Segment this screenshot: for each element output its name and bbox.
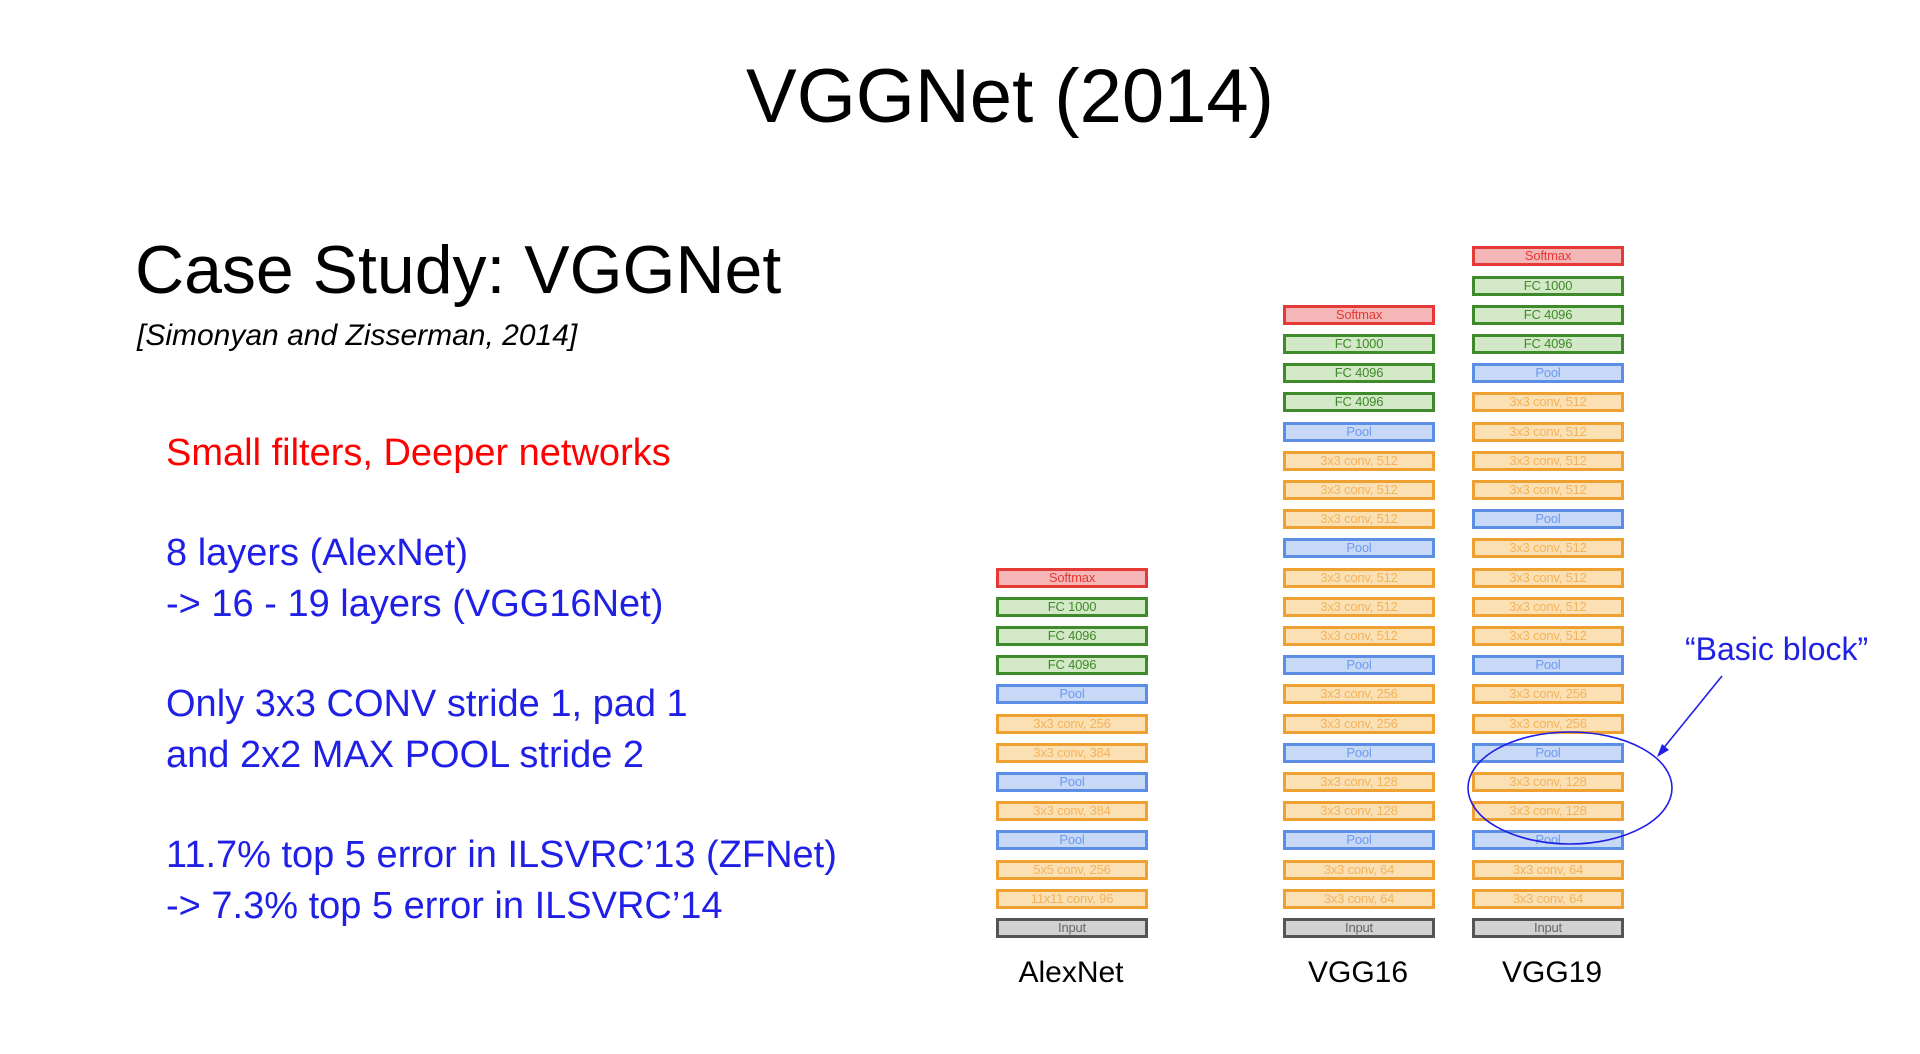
conv-layer: 3x3 conv, 512 — [1472, 480, 1624, 500]
pool-layer: Pool — [1472, 655, 1624, 676]
conv-layer: 3x3 conv, 64 — [1472, 859, 1624, 880]
pool-layer: Pool — [1283, 742, 1435, 763]
input-layer: Input — [1283, 918, 1435, 938]
conv-layer: 3x3 conv, 256 — [996, 713, 1148, 734]
fc-layer: FC 4096 — [1283, 392, 1435, 413]
fc-layer: FC 1000 — [1472, 275, 1624, 296]
pool-layer: Pool — [1283, 830, 1435, 851]
annotation-arrow-line — [1661, 675, 1723, 751]
fc-layer: FC 4096 — [996, 655, 1148, 676]
fc-layer: FC 4096 — [1283, 363, 1435, 384]
conv-layer: 3x3 conv, 256 — [1472, 713, 1624, 734]
vgg19-label: VGG19 — [1501, 956, 1603, 989]
softmax-layer: Softmax — [1472, 246, 1624, 267]
conv-layer: 11x11 conv, 96 — [996, 888, 1148, 909]
conv-layer: 3x3 conv, 512 — [1283, 596, 1435, 617]
pool-layer: Pool — [1283, 538, 1435, 559]
conv-layer: 3x3 conv, 128 — [1472, 772, 1624, 792]
bullet-small-filters: Small filters, Deeper networks — [166, 428, 671, 479]
fc-layer: FC 4096 — [1472, 334, 1624, 354]
pool-layer: Pool — [1472, 742, 1624, 763]
bullet-line: -> 16 - 19 layers (VGG16Net) — [166, 583, 664, 625]
bullet-layers: 8 layers (AlexNet) -> 16 - 19 layers (VG… — [166, 528, 663, 630]
conv-layer: 3x3 conv, 512 — [1472, 567, 1624, 588]
bullet-conv-pool: Only 3x3 CONV stride 1, pad 1 and 2x2 MA… — [166, 679, 688, 781]
conv-layer: 3x3 conv, 512 — [1283, 450, 1435, 471]
conv-layer: 3x3 conv, 128 — [1283, 801, 1435, 822]
conv-layer: 3x3 conv, 512 — [1283, 567, 1435, 588]
citation: [Simonyan and Zisserman, 2014] — [137, 319, 578, 352]
conv-layer: 3x3 conv, 512 — [1283, 480, 1435, 500]
conv-layer: 3x3 conv, 256 — [1283, 684, 1435, 705]
vgg16-label: VGG16 — [1307, 956, 1409, 989]
conv-layer: 3x3 conv, 512 — [1472, 392, 1624, 413]
input-layer: Input — [1472, 918, 1624, 938]
pool-layer: Pool — [1283, 655, 1435, 676]
conv-layer: 3x3 conv, 256 — [1472, 684, 1624, 705]
bullet-error-rates: 11.7% top 5 error in ILSVRC’13 (ZFNet) -… — [166, 830, 837, 932]
fc-layer: FC 1000 — [1283, 334, 1435, 354]
bullet-line: 11.7% top 5 error in ILSVRC’13 (ZFNet) — [166, 834, 837, 876]
annotation-arrow-head — [1657, 744, 1669, 757]
fc-layer: FC 1000 — [996, 596, 1148, 617]
pool-layer: Pool — [1472, 363, 1624, 384]
softmax-layer: Softmax — [996, 567, 1148, 588]
pool-layer: Pool — [1472, 830, 1624, 851]
conv-layer: 3x3 conv, 512 — [1283, 626, 1435, 646]
pool-layer: Pool — [996, 684, 1148, 705]
conv-layer: 3x3 conv, 512 — [1472, 538, 1624, 559]
fc-layer: FC 4096 — [1472, 304, 1624, 325]
conv-layer: 3x3 conv, 128 — [1472, 801, 1624, 822]
input-layer: Input — [996, 918, 1148, 938]
bullet-line: and 2x2 MAX POOL stride 2 — [166, 734, 645, 776]
conv-layer: 3x3 conv, 384 — [996, 801, 1148, 822]
bullet-line: 8 layers (AlexNet) — [166, 532, 468, 574]
case-study-title: Case Study: VGGNet — [135, 232, 782, 308]
conv-layer: 3x3 conv, 512 — [1472, 596, 1624, 617]
conv-layer: 3x3 conv, 64 — [1283, 888, 1435, 909]
bullet-line: Only 3x3 CONV stride 1, pad 1 — [166, 683, 688, 725]
alexnet-label: AlexNet — [1018, 956, 1124, 989]
conv-layer: 3x3 conv, 512 — [1472, 450, 1624, 471]
conv-layer: 3x3 conv, 128 — [1283, 772, 1435, 792]
pool-layer: Pool — [996, 772, 1148, 792]
conv-layer: 3x3 conv, 64 — [1472, 888, 1624, 909]
basic-block-annotation: “Basic block” — [1685, 631, 1869, 667]
conv-layer: 3x3 conv, 512 — [1472, 421, 1624, 442]
pool-layer: Pool — [996, 830, 1148, 851]
bullet-line: Small filters, Deeper networks — [166, 432, 671, 474]
pool-layer: Pool — [1472, 509, 1624, 530]
softmax-layer: Softmax — [1283, 304, 1435, 325]
fc-layer: FC 4096 — [996, 626, 1148, 646]
conv-layer: 3x3 conv, 256 — [1283, 713, 1435, 734]
conv-layer: 3x3 conv, 512 — [1283, 509, 1435, 530]
conv-layer: 3x3 conv, 64 — [1283, 859, 1435, 880]
bullet-line: -> 7.3% top 5 error in ILSVRC’14 — [166, 885, 723, 927]
conv-layer: 3x3 conv, 512 — [1472, 626, 1624, 646]
conv-layer: 3x3 conv, 384 — [996, 742, 1148, 763]
pool-layer: Pool — [1283, 421, 1435, 442]
conv-layer: 5x5 conv, 256 — [996, 859, 1148, 880]
slide-title: VGGNet (2014) — [746, 54, 1274, 139]
